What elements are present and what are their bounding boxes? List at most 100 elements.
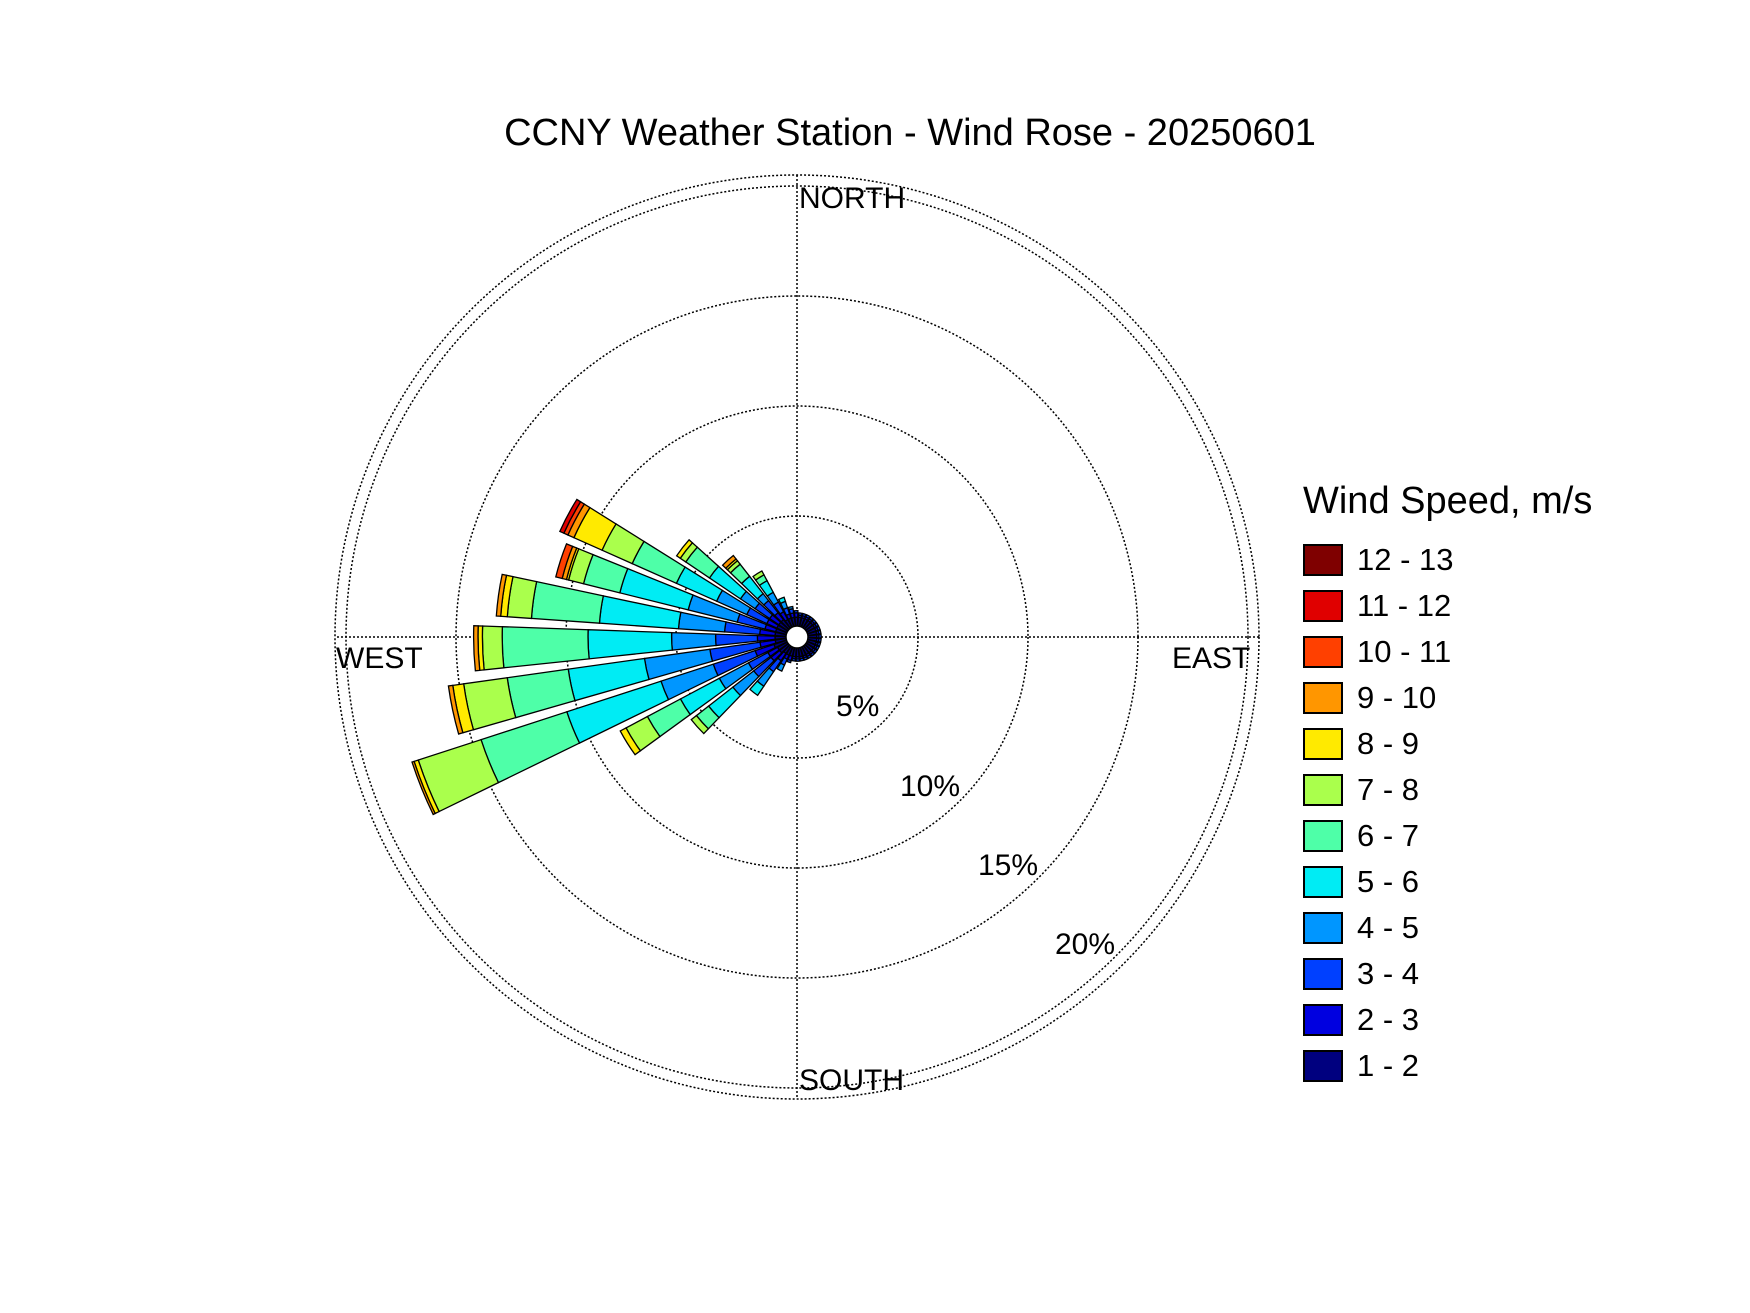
legend-entry: 2 - 3 [1303, 997, 1592, 1043]
sector-88-bin-2 [818, 633, 822, 639]
sector-248 [411, 639, 788, 816]
legend-entry: 6 - 7 [1303, 813, 1592, 859]
legend-swatch [1303, 958, 1343, 990]
legend-label: 9 - 10 [1357, 680, 1437, 715]
sector-268-bin-4 [587, 629, 674, 660]
sector-228 [690, 642, 791, 735]
sector-298-bin-10 [558, 498, 582, 535]
sector-218-bin-4 [748, 680, 765, 697]
north-label: NORTH [799, 182, 905, 215]
legend-swatch [1303, 636, 1343, 668]
legend-swatch [1303, 1004, 1343, 1036]
sector-28-bin-2 [805, 614, 811, 620]
radial-tick-15: 15% [978, 849, 1038, 882]
sector-258-bin-5 [506, 668, 576, 719]
sector-308-bin-7 [675, 538, 694, 560]
west-label: WEST [336, 642, 423, 675]
sector-208-bin-3 [776, 662, 786, 673]
sector-158-bin-2 [802, 655, 809, 661]
legend: Wind Speed, m/s 12 - 13 11 - 12 10 - 11 9 -… [1303, 480, 1592, 1089]
sector-8-bin-2 [797, 612, 803, 617]
legend-swatch [1303, 820, 1343, 852]
legend-label: 1 - 2 [1357, 1048, 1420, 1083]
sector-248-bin-8 [411, 760, 437, 816]
legend-entry: 11 - 12 [1303, 583, 1592, 629]
sector-98-bin-2 [817, 637, 822, 643]
sector-108-bin-2 [816, 641, 822, 647]
legend-label: 6 - 7 [1357, 818, 1420, 853]
legend-entry: 7 - 8 [1303, 767, 1592, 813]
sector-238-bin-7 [619, 727, 642, 756]
legend-label: 11 - 12 [1357, 588, 1452, 623]
radial-tick-20: 20% [1055, 928, 1115, 961]
legend-entries: 12 - 13 11 - 12 10 - 11 9 - 10 8 - 9 7 - 8 6 -… [1303, 537, 1592, 1089]
sector-118-bin-2 [814, 645, 820, 651]
sector-238 [619, 641, 790, 756]
sector-258-bin-8 [447, 684, 464, 735]
sector-268-bin-3 [670, 631, 717, 651]
sector-278 [495, 573, 788, 637]
sector-18 [798, 612, 807, 628]
legend-label: 8 - 9 [1357, 726, 1420, 761]
sector-58-bin-2 [813, 621, 820, 628]
sector-138 [802, 643, 816, 657]
sector-48-bin-2 [811, 618, 817, 625]
sector-318 [721, 554, 792, 631]
sector-268-bin-6 [481, 625, 505, 671]
sector-138-bin-2 [809, 651, 816, 657]
sector-178-bin-2 [795, 658, 801, 662]
legend-swatch [1303, 774, 1343, 806]
legend-swatch [1303, 1050, 1343, 1082]
sector-148-bin-2 [806, 653, 813, 660]
sector-278-bin-8 [495, 573, 508, 617]
legend-entry: 9 - 10 [1303, 675, 1592, 721]
sector-358-bin-2 [793, 609, 799, 614]
legend-entry: 4 - 5 [1303, 905, 1592, 951]
radial-tick-10: 10% [900, 770, 960, 803]
sector-348-bin-3 [787, 605, 794, 611]
sector-228-bin-6 [690, 714, 710, 735]
sector-258 [447, 637, 788, 735]
sector-268-bin-8 [472, 625, 481, 672]
sector-198 [786, 646, 796, 664]
sector-168-bin-2 [799, 657, 805, 662]
sector-298 [558, 498, 789, 634]
sector-268 [472, 625, 787, 672]
sector-148 [801, 644, 813, 660]
sector-68-bin-2 [815, 625, 821, 632]
legend-swatch [1303, 728, 1343, 760]
sector-328 [752, 570, 793, 630]
sector-308 [675, 538, 790, 632]
sector-348 [787, 605, 797, 628]
legend-label: 2 - 3 [1357, 1002, 1420, 1037]
legend-entry: 5 - 6 [1303, 859, 1592, 905]
legend-title: Wind Speed, m/s [1303, 480, 1593, 522]
legend-swatch [1303, 682, 1343, 714]
east-label: EAST [1172, 642, 1250, 675]
sector-128-bin-2 [812, 648, 818, 655]
sector-18-bin-2 [801, 612, 807, 618]
polar-labels: NORTH SOUTH WEST EAST 5% 10% 15% 20% [336, 182, 1250, 1097]
center-calm-circle [785, 625, 809, 649]
legend-entry: 1 - 2 [1303, 1043, 1592, 1089]
legend-entry: 8 - 9 [1303, 721, 1592, 767]
sector-288-bin-9 [554, 543, 574, 580]
south-label: SOUTH [799, 1064, 904, 1097]
legend-label: 12 - 13 [1357, 542, 1454, 577]
sector-338 [777, 596, 795, 628]
legend-swatch [1303, 544, 1343, 576]
sector-338-bin-4 [777, 596, 787, 605]
sector-58 [804, 621, 820, 633]
sector-328-bin-6 [752, 570, 765, 581]
legend-label: 5 - 6 [1357, 864, 1420, 899]
legend-label: 10 - 11 [1357, 634, 1452, 669]
legend-label: 7 - 8 [1357, 772, 1420, 807]
chart-title: CCNY Weather Station - Wind Rose - 20250… [504, 112, 1316, 154]
wind-rose-sectors [411, 498, 822, 816]
radial-tick-5: 5% [836, 690, 879, 723]
legend-swatch [1303, 866, 1343, 898]
sector-218 [748, 644, 792, 697]
sector-78-bin-2 [817, 629, 822, 635]
sector-268-bin-5 [501, 626, 590, 669]
